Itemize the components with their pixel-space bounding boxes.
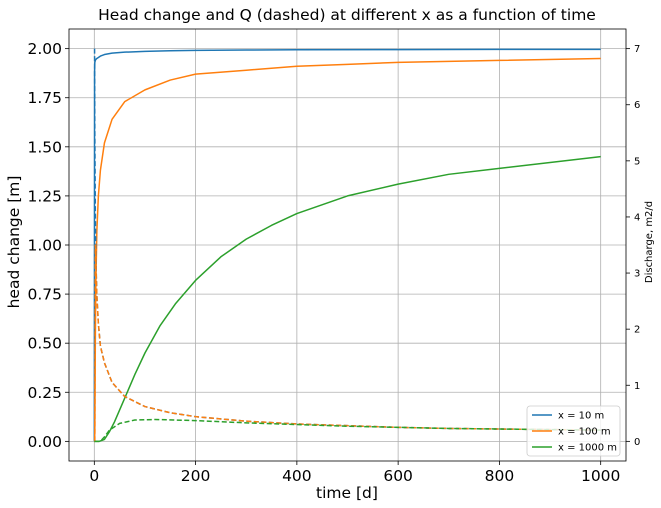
legend-box: [526, 405, 621, 457]
y2-tick-label: 4: [634, 212, 640, 223]
x-axis-label: time [d]: [316, 484, 378, 502]
y-tick-label: 0.50: [27, 335, 62, 353]
y2-tick-label: 5: [634, 156, 640, 167]
series-line-discharge: [94, 418, 601, 443]
y2-tick-label: 1: [634, 381, 640, 392]
x-tick-label: 200: [181, 467, 211, 485]
y-axis-left: 0.00 0.25 0.50 0.75 1.00 1.25 1.50 1.75 2.00: [27, 40, 69, 451]
legend: x = 10 m x = 100 m x = 1000 m: [526, 405, 621, 457]
x-tick-label: 1000: [581, 467, 620, 485]
series-line-head: [94, 155, 601, 443]
chart-title: Head change and Q (dashed) at different …: [98, 6, 596, 24]
y-tick-label: 1.25: [27, 187, 62, 205]
y-tick-label: 2.00: [27, 40, 62, 58]
y-tick-label: 0.75: [27, 286, 62, 304]
grid: [69, 29, 626, 461]
series-layer: [93, 48, 601, 443]
y-tick-label: 1.50: [27, 138, 62, 156]
y-axis-label: head change [m]: [5, 176, 23, 309]
y2-tick-label: 7: [634, 44, 640, 55]
y-tick-label: 1.00: [27, 237, 62, 255]
legend-label: x = 100 m: [558, 427, 611, 438]
y2-tick-label: 3: [634, 269, 640, 280]
legend-label: x = 1000 m: [558, 443, 617, 454]
y2-tick-label: 2: [634, 325, 640, 336]
x-tick-label: 400: [282, 467, 312, 485]
x-tick-label: 0: [89, 467, 99, 485]
y-tick-label: 0.00: [27, 433, 62, 451]
y2-tick-label: 0: [634, 437, 640, 448]
y-axis-right: 0 1 2 3 4 5 6 7: [626, 44, 640, 448]
series-line-discharge: [94, 244, 601, 442]
y-tick-label: 1.75: [27, 89, 62, 107]
y2-tick-label: 6: [634, 100, 640, 111]
y2-axis-label: Discharge, m2/d: [644, 201, 655, 283]
legend-label: x = 10 m: [558, 411, 604, 422]
series-line-head: [93, 57, 601, 443]
series-line-discharge: [93, 48, 601, 431]
x-tick-label: 600: [383, 467, 413, 485]
x-axis: 0 200 400 600 800 1000: [89, 461, 620, 485]
x-tick-label: 800: [485, 467, 515, 485]
y-tick-label: 0.25: [27, 384, 62, 402]
